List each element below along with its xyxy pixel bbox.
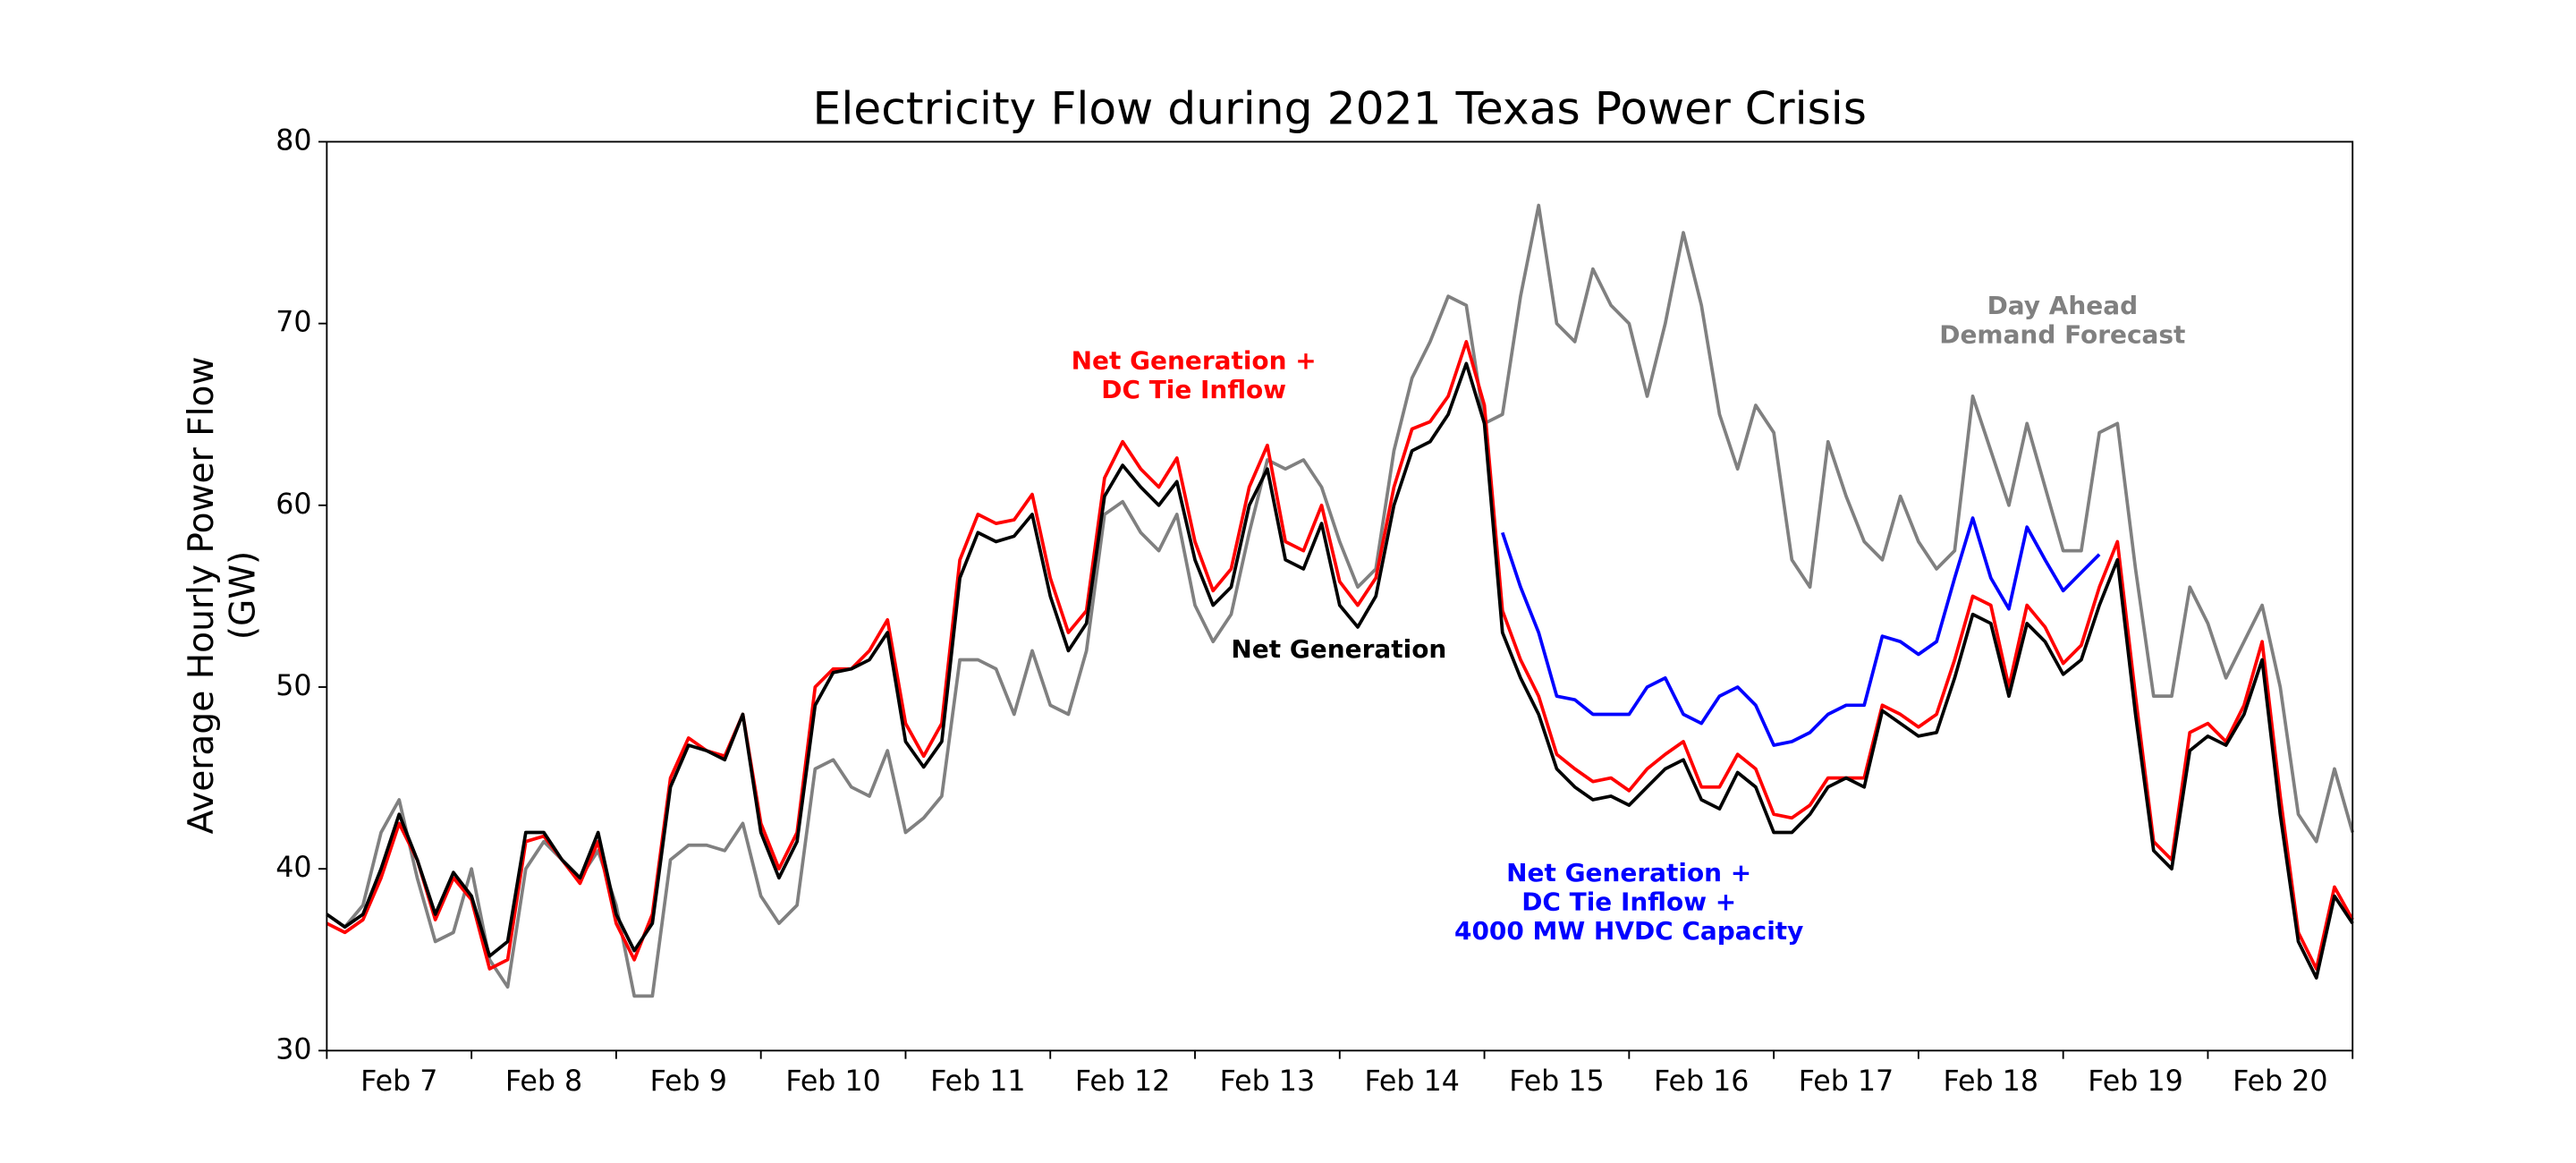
x-tick-label: Feb 15 (1509, 1065, 1604, 1098)
y-axis-label-line: (GW) (224, 551, 264, 641)
x-tick-label: Feb 11 (930, 1065, 1025, 1098)
y-axis-label: Average Hourly Power Flow (GW) (182, 357, 264, 835)
series-annotation: Net Generation + (1506, 858, 1751, 887)
x-tick-label: Feb 9 (650, 1065, 727, 1098)
series-annotation: DC Tie Inflow + (1521, 887, 1736, 916)
y-tick-label: 80 (275, 124, 311, 157)
x-tick-label: Feb 12 (1075, 1065, 1170, 1098)
y-tick-label: 40 (275, 852, 311, 884)
chart-title: Electricity Flow during 2021 Texas Power… (813, 81, 1867, 134)
plot-frame (326, 140, 2354, 1052)
x-tick-label: Feb 10 (785, 1065, 880, 1098)
y-tick-label: 30 (275, 1033, 311, 1065)
x-tick-label: Feb 14 (1364, 1065, 1459, 1098)
x-tick-label: Feb 20 (2233, 1065, 2327, 1098)
y-tick-label: 50 (275, 670, 311, 702)
series-line (326, 361, 2354, 980)
y-tick-label: 70 (275, 307, 311, 339)
series-annotation: Day Ahead (1987, 291, 2139, 320)
series-annotation: 4000 MW HVDC Capacity (1454, 916, 1803, 946)
x-tick-label: Feb 17 (1799, 1065, 1894, 1098)
y-tick-label: 60 (275, 488, 311, 521)
series-line (326, 203, 2354, 998)
series-annotation: Net Generation (1231, 634, 1446, 664)
series-annotation: DC Tie Inflow (1101, 375, 1286, 404)
x-tick-label: Feb 16 (1654, 1065, 1749, 1098)
x-tick-label: Feb 8 (505, 1065, 582, 1098)
x-tick-label: Feb 19 (2088, 1065, 2182, 1098)
series-annotation: Demand Forecast (1939, 320, 2185, 350)
x-tick-label: Feb 7 (360, 1065, 437, 1098)
x-tick-label: Feb 13 (1220, 1065, 1315, 1098)
x-tick-label: Feb 18 (1944, 1065, 2038, 1098)
series-line (1501, 516, 2101, 747)
y-axis-label-line: Average Hourly Power Flow (182, 357, 222, 835)
series-annotation: Net Generation + (1072, 346, 1317, 376)
